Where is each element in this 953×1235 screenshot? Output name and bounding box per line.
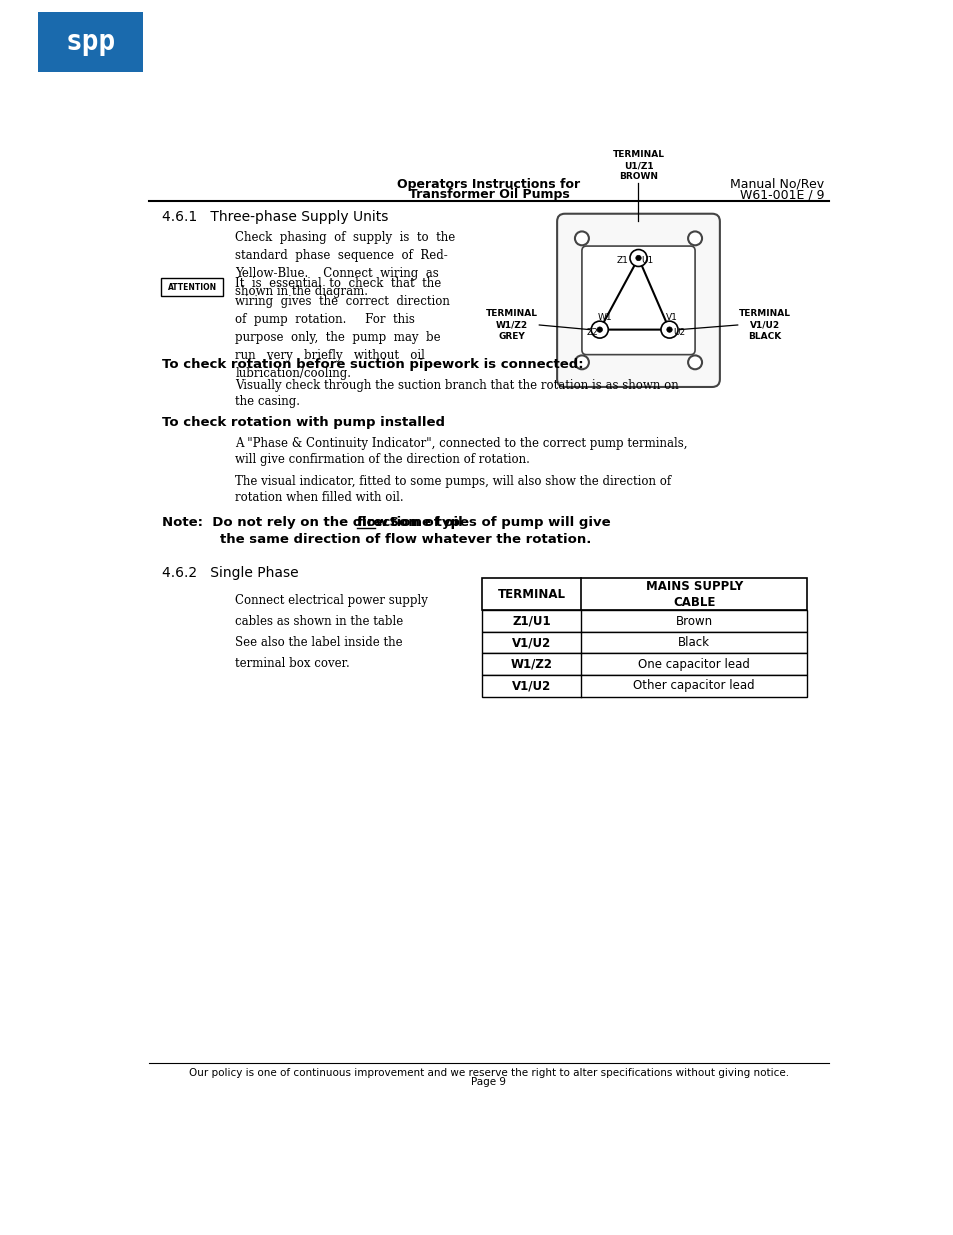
Text: will give confirmation of the direction of rotation.: will give confirmation of the direction … [235, 453, 530, 466]
Text: To check rotation before suction pipework is connected:: To check rotation before suction pipewor… [162, 358, 583, 370]
Circle shape [635, 256, 640, 261]
FancyBboxPatch shape [557, 214, 720, 387]
Text: U1: U1 [640, 256, 653, 264]
Text: Brown: Brown [675, 615, 712, 627]
Text: Note:  Do not rely on the direction of oil: Note: Do not rely on the direction of oi… [162, 516, 467, 530]
Text: TERMINAL
V1/U2
BLACK: TERMINAL V1/U2 BLACK [738, 310, 790, 341]
FancyBboxPatch shape [161, 278, 223, 296]
Text: Our policy is one of continuous improvement and we reserve the right to alter sp: Our policy is one of continuous improvem… [189, 1067, 788, 1077]
Circle shape [575, 356, 588, 369]
Text: MAINS SUPPLY
CABLE: MAINS SUPPLY CABLE [645, 579, 742, 609]
FancyBboxPatch shape [38, 12, 143, 72]
Text: Other capacitor lead: Other capacitor lead [633, 679, 755, 693]
Text: It  is  essential  to  check  that  the: It is essential to check that the [235, 277, 441, 290]
Text: terminal box cover.: terminal box cover. [235, 657, 350, 671]
Text: Page 9: Page 9 [471, 1077, 506, 1087]
Text: TERMINAL
W1/Z2
GREY: TERMINAL W1/Z2 GREY [486, 310, 537, 341]
Text: The visual indicator, fitted to some pumps, will also show the direction of: The visual indicator, fitted to some pum… [235, 475, 671, 489]
Bar [481, 632, 806, 653]
Circle shape [591, 321, 608, 338]
Text: 4.6.1   Three-phase Supply Units: 4.6.1 Three-phase Supply Units [162, 210, 388, 224]
Text: Operators Instructions for: Operators Instructions for [397, 178, 579, 191]
Bar [481, 578, 806, 610]
Text: 4.6.2   Single Phase: 4.6.2 Single Phase [162, 567, 298, 580]
Text: W1: W1 [598, 312, 612, 322]
Text: Connect electrical power supply: Connect electrical power supply [235, 594, 428, 608]
Text: spp: spp [66, 28, 115, 56]
Text: W1/Z2: W1/Z2 [510, 658, 552, 671]
Circle shape [687, 231, 701, 246]
Text: TERMINAL: TERMINAL [497, 588, 565, 600]
Text: wiring  gives  the  correct  direction: wiring gives the correct direction [235, 295, 450, 308]
Text: W61-001E / 9: W61-001E / 9 [740, 188, 823, 201]
Text: Z1/U1: Z1/U1 [512, 615, 550, 627]
Text: flow: flow [356, 516, 389, 530]
Text: To check rotation with pump installed: To check rotation with pump installed [162, 415, 444, 429]
Text: Z2: Z2 [586, 329, 598, 337]
Text: V1/U2: V1/U2 [512, 679, 551, 693]
Text: run   very   briefly   without   oil: run very briefly without oil [235, 350, 425, 362]
Circle shape [660, 321, 678, 338]
Bar [481, 676, 806, 697]
Text: Transformer Oil Pumps: Transformer Oil Pumps [408, 188, 569, 201]
Text: A "Phase & Continuity Indicator", connected to the correct pump terminals,: A "Phase & Continuity Indicator", connec… [235, 437, 687, 451]
Text: U2: U2 [673, 329, 685, 337]
Text: lubrication/cooling.: lubrication/cooling. [235, 367, 351, 380]
Text: the same direction of flow whatever the rotation.: the same direction of flow whatever the … [220, 532, 591, 546]
Text: ATTENTION: ATTENTION [168, 283, 216, 291]
Text: the casing.: the casing. [235, 395, 300, 408]
Bar [481, 610, 806, 632]
Text: of  pump  rotation.     For  this: of pump rotation. For this [235, 312, 415, 326]
Text: cables as shown in the table: cables as shown in the table [235, 615, 403, 629]
Text: V1/U2: V1/U2 [512, 636, 551, 650]
Text: Manual No/Rev: Manual No/Rev [730, 178, 823, 191]
Text: TERMINAL
U1/Z1
BROWN: TERMINAL U1/Z1 BROWN [612, 151, 664, 182]
Text: Visually check through the suction branch that the rotation is as shown on: Visually check through the suction branc… [235, 379, 679, 393]
Bar [481, 653, 806, 676]
Text: Black: Black [678, 636, 710, 650]
Circle shape [687, 356, 701, 369]
Circle shape [575, 231, 588, 246]
Text: Yellow-Blue.    Connect  wiring  as: Yellow-Blue. Connect wiring as [235, 267, 438, 280]
Text: V1: V1 [666, 312, 678, 322]
Text: purpose  only,  the  pump  may  be: purpose only, the pump may be [235, 331, 440, 343]
Circle shape [629, 249, 646, 267]
Text: Z1: Z1 [616, 256, 628, 264]
Text: One capacitor lead: One capacitor lead [638, 658, 749, 671]
Text: shown in the diagram.: shown in the diagram. [235, 285, 368, 299]
Circle shape [597, 327, 602, 332]
Text: See also the label inside the: See also the label inside the [235, 636, 403, 650]
Text: .  Some types of pump will give: . Some types of pump will give [375, 516, 610, 530]
Circle shape [666, 327, 672, 332]
Text: Check  phasing  of  supply  is  to  the: Check phasing of supply is to the [235, 231, 456, 245]
FancyBboxPatch shape [581, 246, 695, 354]
Text: rotation when filled with oil.: rotation when filled with oil. [235, 490, 404, 504]
Text: standard  phase  sequence  of  Red-: standard phase sequence of Red- [235, 249, 448, 262]
